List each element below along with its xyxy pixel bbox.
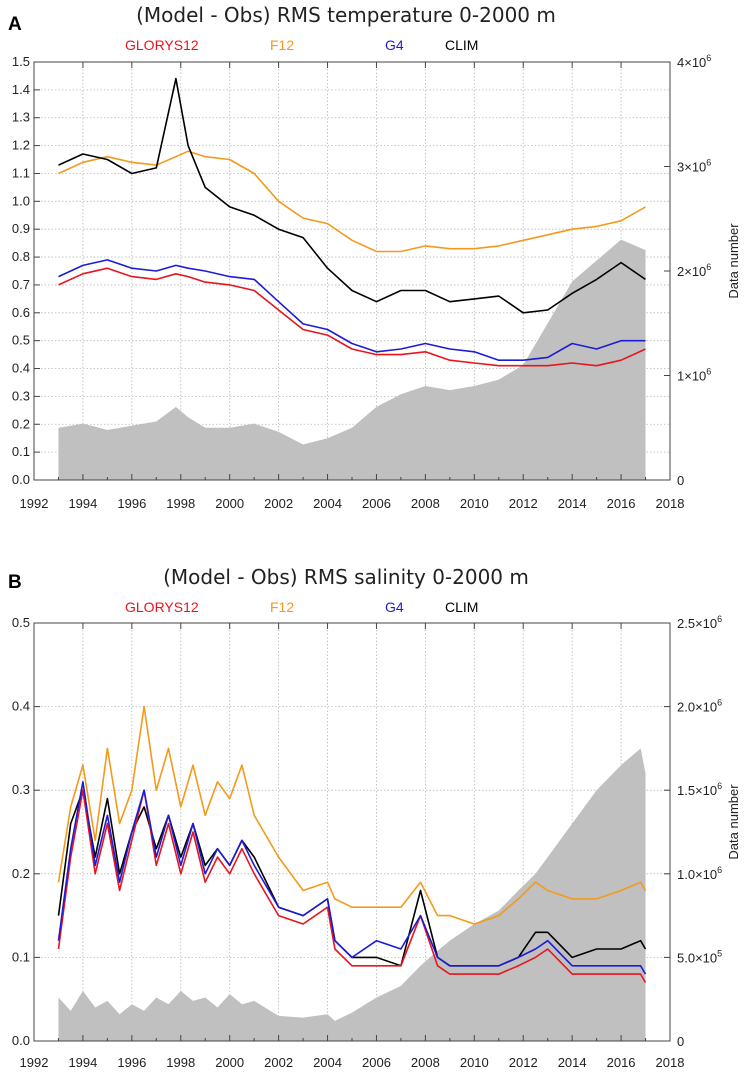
y-tick-label: 0.8: [12, 249, 30, 264]
y-tick-label: 0.6: [12, 305, 30, 320]
y-tick-label: 0.2: [12, 866, 30, 881]
x-tick-label: 2000: [215, 1055, 244, 1070]
x-tick-label: 1994: [68, 1055, 97, 1070]
y-tick-label: 1.3: [12, 110, 30, 125]
legend-glorys12: GLORYS12: [125, 37, 199, 53]
y-tick-label: 0.0: [12, 472, 30, 487]
panel-A: A (Model - Obs) RMS temperature 0-2000 m G…: [8, 3, 741, 511]
x-tick-label: 2012: [509, 496, 538, 511]
legend-f12: F12: [270, 599, 294, 615]
y-tick-label: 0.3: [12, 388, 30, 403]
legend-g4: G4: [385, 37, 404, 53]
y2-tick-label: 0: [677, 473, 684, 488]
series-clim: [58, 77, 646, 314]
y2-tick-label: 5.0×105: [677, 948, 722, 965]
x-tick-label: 2006: [362, 1055, 391, 1070]
y-tick-label: 0.5: [12, 333, 30, 348]
y-tick-label: 0.4: [12, 361, 30, 376]
y-tick-label: 1.2: [12, 138, 30, 153]
panel-letter: B: [8, 572, 22, 593]
x-tick-label: 2000: [215, 496, 244, 511]
y-tick-label: 0.9: [12, 221, 30, 236]
chart-title: (Model - Obs) RMS salinity 0-2000 m: [163, 565, 529, 589]
x-tick-label: 2018: [656, 496, 685, 511]
x-tick-label: 2018: [656, 1055, 685, 1070]
y2-tick-label: 1×106: [677, 367, 711, 384]
x-tick-label: 1994: [68, 496, 97, 511]
chart-title: (Model - Obs) RMS temperature 0-2000 m: [136, 3, 556, 27]
x-tick-label: 2002: [264, 1055, 293, 1070]
y-tick-label: 0.0: [12, 1033, 30, 1048]
x-tick-label: 2016: [607, 1055, 636, 1070]
y2-axis-label: Data number: [726, 784, 741, 860]
data-number-area: [58, 239, 646, 480]
x-tick-label: 1996: [117, 1055, 146, 1070]
x-tick-label: 1998: [166, 496, 195, 511]
legend-clim: CLIM: [445, 37, 478, 53]
y2-tick-label: 0: [677, 1034, 684, 1049]
series-f12: [57, 705, 647, 925]
y2-tick-label: 1.5×106: [677, 781, 722, 798]
panel-B: B (Model - Obs) RMS salinity 0-2000 m GLOR…: [8, 565, 741, 1070]
x-tick-label: 2002: [264, 496, 293, 511]
x-tick-label: 1996: [117, 496, 146, 511]
legend-f12: F12: [270, 37, 294, 53]
series-glorys12: [58, 267, 646, 367]
x-tick-label: 2016: [607, 496, 636, 511]
series-f12: [58, 150, 646, 253]
y2-tick-label: 1.0×106: [677, 865, 722, 882]
y-tick-label: 0.3: [12, 782, 30, 797]
y-tick-label: 1.5: [12, 54, 30, 69]
y-tick-label: 0.4: [12, 699, 30, 714]
y2-tick-label: 2×106: [677, 262, 711, 279]
series-g4: [58, 259, 646, 361]
y2-tick-label: 4×106: [677, 53, 711, 70]
x-tick-label: 2006: [362, 496, 391, 511]
y2-tick-label: 3×106: [677, 158, 711, 175]
x-tick-label: 2014: [558, 1055, 587, 1070]
y2-tick-label: 2.0×106: [677, 698, 722, 715]
panel-letter: A: [8, 14, 22, 35]
y-tick-label: 0.5: [12, 615, 30, 630]
legend-g4: G4: [385, 599, 404, 615]
x-tick-label: 2008: [411, 1055, 440, 1070]
y-tick-label: 0.7: [12, 277, 30, 292]
x-tick-label: 2008: [411, 496, 440, 511]
series-g4: [57, 781, 647, 975]
series-glorys12: [57, 789, 647, 983]
x-tick-label: 1992: [20, 496, 49, 511]
legend-glorys12: GLORYS12: [125, 599, 199, 615]
x-tick-label: 2010: [460, 496, 489, 511]
y-tick-label: 0.1: [12, 444, 30, 459]
x-tick-label: 2004: [313, 1055, 342, 1070]
x-tick-label: 1992: [20, 1055, 49, 1070]
y-tick-label: 1.4: [12, 82, 30, 97]
x-tick-label: 2014: [558, 496, 587, 511]
legend-clim: CLIM: [445, 599, 478, 615]
x-tick-label: 2004: [313, 496, 342, 511]
x-tick-label: 2010: [460, 1055, 489, 1070]
y-tick-label: 1.1: [12, 165, 30, 180]
y-tick-label: 1.0: [12, 193, 30, 208]
y-tick-label: 0.2: [12, 416, 30, 431]
y2-tick-label: 2.5×106: [677, 614, 722, 631]
x-tick-label: 1998: [166, 1055, 195, 1070]
y2-axis-label: Data number: [726, 223, 741, 299]
x-tick-label: 2012: [509, 1055, 538, 1070]
data-number-area: [58, 748, 646, 1041]
y-tick-label: 0.1: [12, 949, 30, 964]
